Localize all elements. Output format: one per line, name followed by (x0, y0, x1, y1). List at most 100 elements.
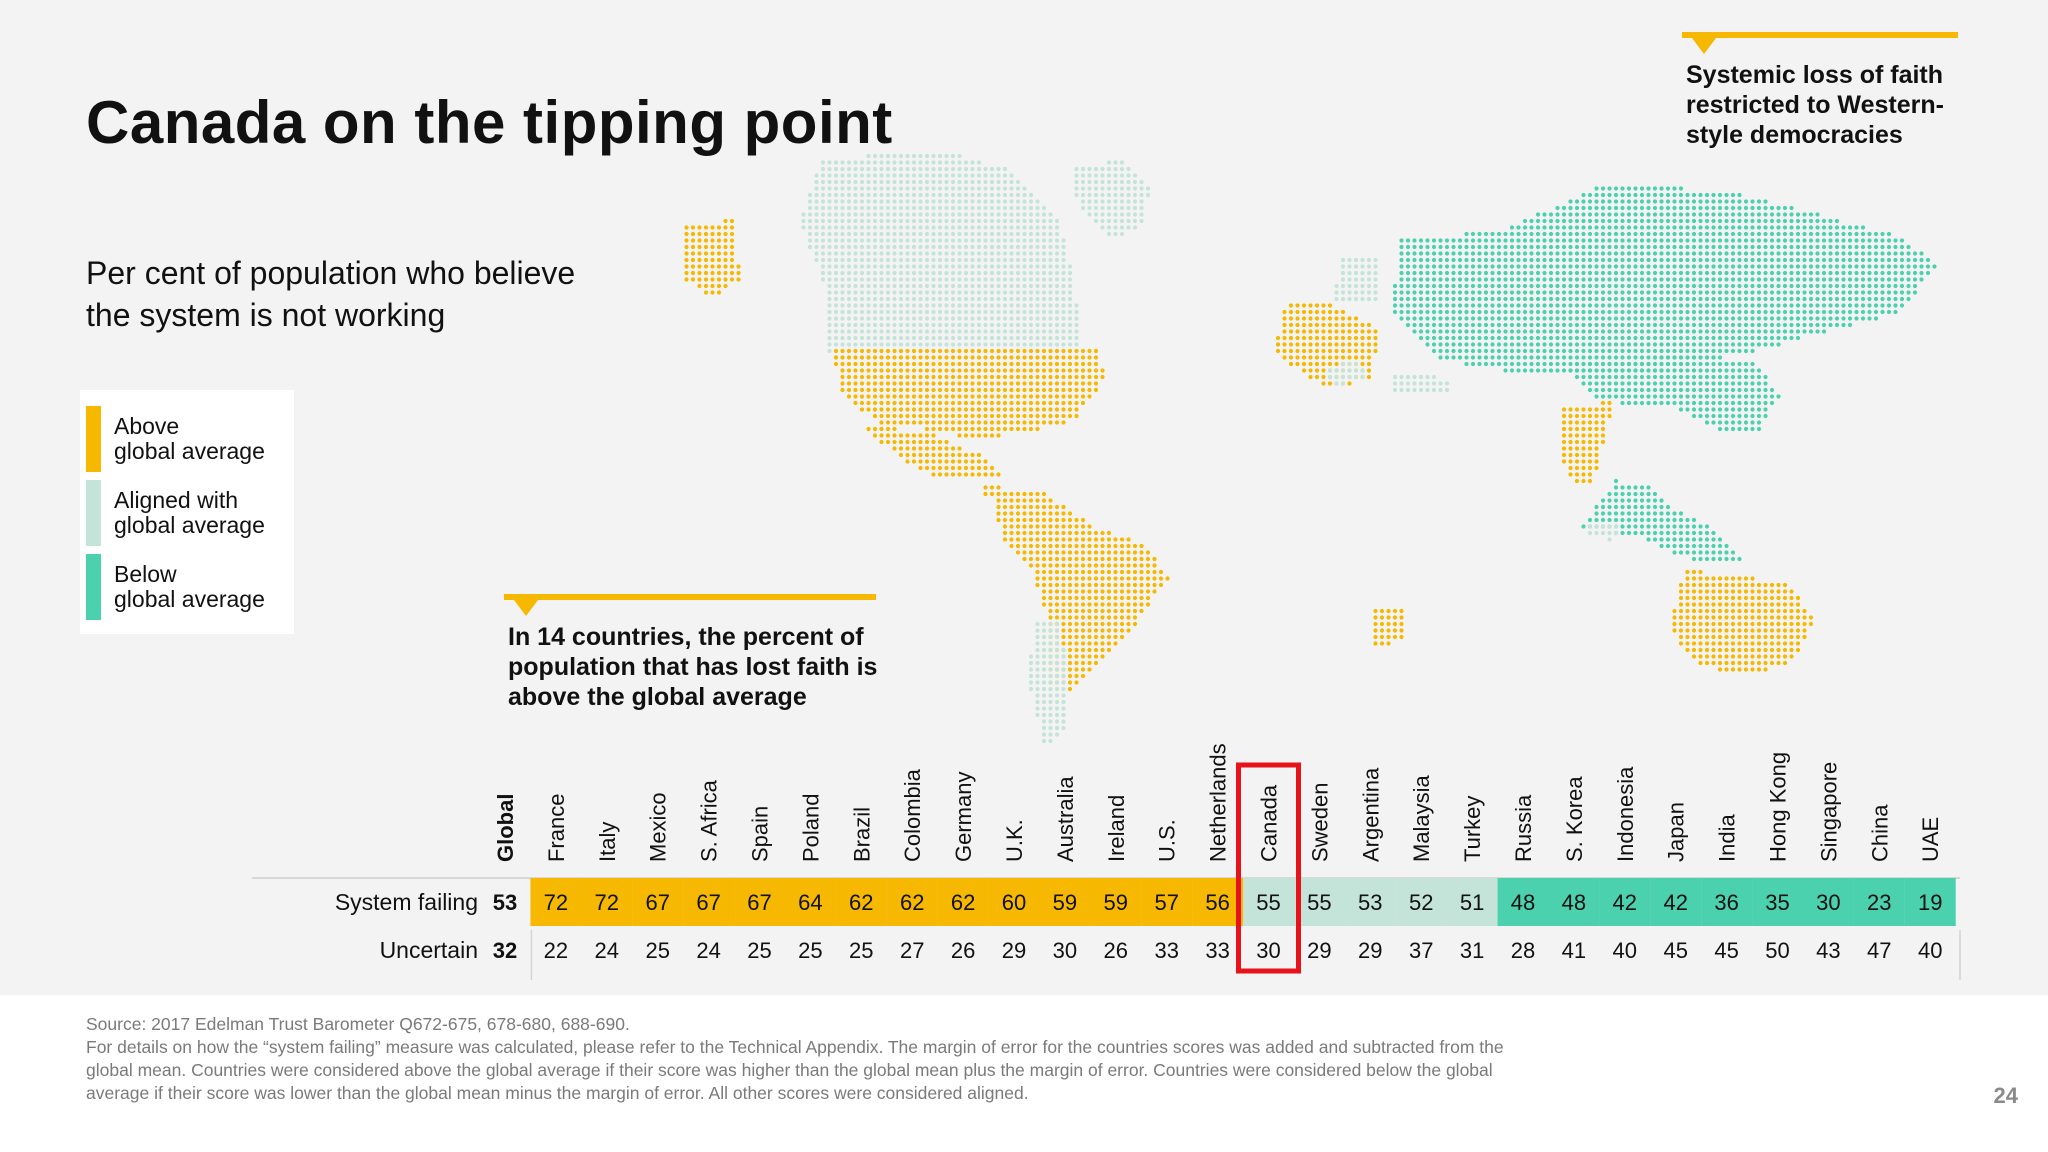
system-failing-cell (1090, 878, 1142, 926)
footer: Source: 2017 Edelman Trust Barometer Q67… (0, 995, 2048, 1152)
map-region-below (1392, 186, 1937, 373)
column-header: Indonesia (1613, 766, 1638, 862)
uncertain-value: 28 (1511, 938, 1535, 963)
legend: Above global average Aligned with global… (80, 390, 294, 634)
column-header: Poland (798, 793, 823, 862)
uncertain-value: 31 (1460, 938, 1484, 963)
callout-middle-pointer (514, 600, 538, 616)
uncertain-value: 45 (1663, 938, 1687, 963)
column-header: S. Korea (1562, 776, 1587, 862)
column-header: Hong Kong (1766, 752, 1791, 862)
column-header: Ireland (1104, 795, 1129, 862)
column-header: Netherlands (1206, 743, 1231, 862)
map-region-aligned (1327, 361, 1365, 386)
system-failing-cell (1853, 878, 1905, 926)
uncertain-value: 24 (696, 938, 720, 963)
system-failing-cell (1802, 878, 1854, 926)
system-failing-value: 48 (1511, 890, 1535, 915)
map-region-above (866, 426, 1001, 477)
column-header: Spain (748, 806, 773, 862)
uncertain-value: 25 (798, 938, 822, 963)
system-failing-cell (835, 878, 887, 926)
column-header: China (1867, 804, 1892, 862)
column-header: Japan (1664, 802, 1689, 862)
row-label: Uncertain (380, 937, 478, 963)
column-header: Russia (1511, 794, 1536, 862)
column-header: U.S. (1155, 819, 1180, 862)
uncertain-value: 26 (1104, 938, 1128, 963)
chart-subtitle: Per cent of population who believe the s… (86, 255, 576, 333)
system-failing-value: 57 (1154, 890, 1178, 915)
callout-top-right: Systemic loss of faith restricted to Wes… (1682, 32, 1958, 152)
column-header: Turkey (1460, 796, 1485, 862)
system-failing-cell (1650, 878, 1702, 926)
system-failing-value: 30 (1816, 890, 1840, 915)
map-region-above (833, 348, 1105, 438)
system-failing-value: 72 (595, 890, 619, 915)
system-failing-value: 23 (1867, 890, 1891, 915)
world-dot-map (684, 153, 1937, 744)
map-region-above (983, 485, 1001, 497)
uncertain-value: 26 (951, 938, 975, 963)
map-region-above (1561, 400, 1612, 484)
legend-swatch-aligned (86, 480, 101, 546)
system-failing-cell (1141, 878, 1193, 926)
system-failing-cell (530, 878, 582, 926)
legend-swatch-below (86, 554, 101, 620)
map-region-above (1672, 569, 1814, 672)
column-header: UAE (1918, 817, 1943, 862)
system-failing-cell (1243, 878, 1295, 926)
system-failing-cell (1395, 878, 1447, 926)
map-region-aligned (1074, 160, 1151, 237)
system-failing-value: 67 (747, 890, 771, 915)
legend-item-below: Below global average (86, 554, 286, 620)
map-region-above (684, 218, 741, 295)
system-failing-value: 62 (849, 890, 873, 915)
callout-top-right-bar (1682, 32, 1958, 38)
system-failing-cell (1446, 878, 1498, 926)
map-region-above (1275, 303, 1378, 386)
uncertain-value: 30 (1053, 938, 1077, 963)
uncertain-value: 29 (1307, 938, 1331, 963)
system-failing-value: 60 (1002, 890, 1026, 915)
map-region-aligned (1392, 374, 1450, 393)
system-failing-cell (1293, 878, 1345, 926)
uncertain-value: 40 (1918, 938, 1942, 963)
uncertain-value: 25 (747, 938, 771, 963)
system-failing-value: 53 (1358, 890, 1382, 915)
callout-middle-text: In 14 countries, the percent of populati… (508, 623, 878, 711)
map-region-above (1373, 608, 1404, 646)
uncertain-value: 41 (1562, 938, 1586, 963)
map-region-above (996, 491, 1170, 692)
legend-item-aligned: Aligned with global average (86, 480, 286, 546)
column-header: Australia (1053, 776, 1078, 862)
system-failing-value: 55 (1256, 890, 1280, 915)
column-header: Mexico (646, 792, 671, 862)
system-failing-cell (1752, 878, 1804, 926)
system-failing-value: 72 (544, 890, 568, 915)
callout-middle: In 14 countries, the percent of populati… (504, 594, 877, 714)
uncertain-value: 25 (645, 938, 669, 963)
uncertain-value: 29 (1358, 938, 1382, 963)
column-header: Sweden (1307, 782, 1332, 862)
map-region-aligned (1028, 621, 1066, 744)
system-failing-value: 62 (951, 890, 975, 915)
system-failing-value: 56 (1205, 890, 1229, 915)
highlight-box-canada (1236, 762, 1301, 974)
system-failing-cell (988, 878, 1040, 926)
system-failing-value: 36 (1714, 890, 1738, 915)
uncertain-value: 22 (544, 938, 568, 963)
system-failing-cell (1548, 878, 1600, 926)
callout-top-right-text: Systemic loss of faith restricted to Wes… (1686, 61, 1944, 149)
legend-label-below: Below global average (114, 561, 265, 612)
column-header: Argentina (1358, 767, 1383, 862)
uncertain-value: 45 (1714, 938, 1738, 963)
uncertain-value: 32 (493, 938, 517, 963)
map-region-aligned (1334, 257, 1378, 302)
system-failing-cell (1599, 878, 1651, 926)
uncertain-value: 33 (1205, 938, 1229, 963)
system-failing-cell (581, 878, 633, 926)
system-failing-cell (632, 878, 684, 926)
trust-data-table: System failing Uncertain Global 53 32 France 7… (252, 743, 1961, 980)
column-header: Brazil (849, 807, 874, 862)
